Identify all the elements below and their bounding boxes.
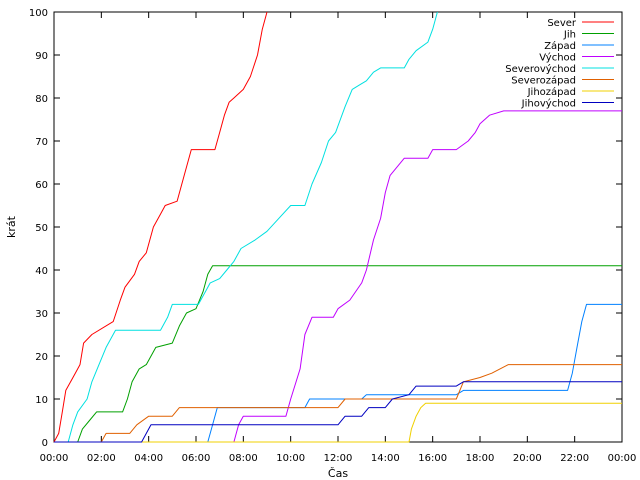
y-tick-label: 20 bbox=[35, 352, 48, 363]
legend-label: Severovýchod bbox=[505, 63, 576, 75]
x-tick-label: 14:00 bbox=[371, 453, 400, 464]
legend-label: Západ bbox=[544, 40, 576, 52]
y-tick-label: 60 bbox=[35, 180, 48, 191]
legend-label: Severozápad bbox=[511, 75, 576, 87]
x-tick-label: 18:00 bbox=[466, 453, 495, 464]
x-tick-label: 08:00 bbox=[229, 453, 258, 464]
series-line-7 bbox=[54, 402, 622, 443]
series-line-5 bbox=[54, 11, 438, 443]
series-line-4 bbox=[54, 110, 622, 443]
x-tick-label: 04:00 bbox=[134, 453, 163, 464]
y-tick-label: 100 bbox=[29, 8, 48, 19]
series-line-2 bbox=[54, 265, 622, 443]
y-tick-label: 40 bbox=[35, 266, 48, 277]
plot-area: 0 10 20 30 40 50 60 70 80 90 100 00:00 02:00 04:00 06:… bbox=[29, 8, 637, 464]
y-tick-label: 90 bbox=[35, 51, 48, 62]
y-tick-label: 50 bbox=[35, 223, 48, 234]
y-tick-label: 80 bbox=[35, 94, 48, 105]
legend-label: Sever bbox=[547, 18, 577, 29]
x-tick-label: 20:00 bbox=[513, 453, 542, 464]
y-tick-label: 10 bbox=[35, 395, 48, 406]
legend-label: Východ bbox=[539, 52, 576, 64]
series-line-3 bbox=[54, 303, 622, 443]
series-line-6 bbox=[54, 364, 622, 443]
y-axis-label: krát bbox=[5, 215, 18, 238]
x-tick-label: 02:00 bbox=[87, 453, 116, 464]
legend-label: Jihovýchod bbox=[521, 98, 576, 110]
y-tick-label: 70 bbox=[35, 137, 48, 148]
x-tick-label: 22:00 bbox=[560, 453, 589, 464]
x-tick-label: 16:00 bbox=[418, 453, 447, 464]
x-tick-label: 00:00 bbox=[608, 453, 637, 464]
legend-label: Jihozápad bbox=[527, 86, 576, 98]
x-tick-label: 06:00 bbox=[182, 453, 211, 464]
legend-label: Jih bbox=[563, 30, 576, 41]
series-line-1 bbox=[53, 11, 268, 443]
x-tick-label: 00:00 bbox=[40, 453, 69, 464]
x-axis-label: Čas bbox=[328, 467, 348, 480]
y-tick-label: 30 bbox=[35, 309, 48, 320]
y-tick-label: 0 bbox=[42, 438, 48, 449]
x-tick-label: 12:00 bbox=[324, 453, 353, 464]
series-line-8 bbox=[54, 381, 622, 443]
x-tick-label: 10:00 bbox=[276, 453, 305, 464]
